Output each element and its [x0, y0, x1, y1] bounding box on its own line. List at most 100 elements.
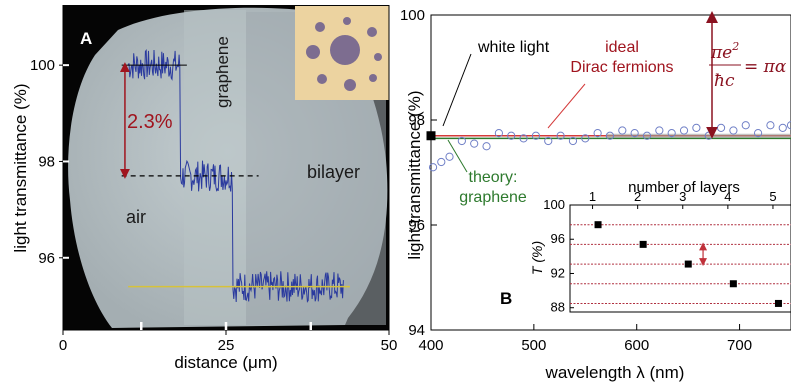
inset-y-tick-label-3: 100	[543, 197, 565, 212]
b-point-15	[605, 131, 615, 140]
b-point-30	[786, 121, 791, 130]
b-point-5	[482, 142, 491, 151]
b-point-20	[667, 129, 676, 138]
b-point-2	[445, 152, 454, 161]
inset-frame	[569, 204, 791, 313]
b-point-24	[716, 123, 726, 132]
panel-a-y-ticks: 96 98 100	[30, 57, 69, 267]
b-point-11	[556, 131, 565, 140]
inset-y-tick-label-2: 96	[551, 231, 565, 246]
b-point-28	[766, 121, 775, 130]
inset-x-tick-label-1: 2	[634, 189, 641, 204]
b-point-22	[692, 123, 701, 132]
b-point-12	[568, 136, 578, 146]
inset-point-3	[729, 280, 737, 288]
b-point-10	[544, 136, 553, 146]
b-x-tick-label-0: 400	[418, 337, 443, 354]
b-x-tick-label-3: 700	[727, 337, 752, 354]
b-point-18	[642, 131, 652, 140]
a-x-tick-label-0: 0	[59, 337, 67, 354]
b-point-6	[494, 129, 503, 138]
region-bilayer-label: bilayer	[307, 162, 360, 182]
layers-inset: 1 2 3 4 5 88 92 96 100 number of layers T (%)	[529, 179, 791, 315]
b-point-27	[753, 129, 763, 138]
ideal-label-line2: Dirac fermions	[570, 59, 673, 76]
theory-leader	[447, 139, 468, 173]
inset-point-1	[639, 240, 647, 248]
panel-b-y-ticks: 94 96 98 100	[400, 7, 437, 339]
b-point-1	[437, 157, 446, 167]
theory-label-line1: theory:	[469, 169, 518, 186]
inset-x-tick-label-0: 1	[589, 189, 596, 204]
white-light-label: white light	[477, 39, 550, 56]
b-point-8	[519, 134, 528, 143]
inset-y-tick-label-0: 88	[551, 300, 565, 315]
panel-b-points	[428, 121, 791, 172]
inset-points	[594, 221, 782, 307]
b-point-3	[457, 136, 466, 146]
inset-x-tick-label-3: 4	[724, 189, 731, 204]
a-x-tick-label-2: 50	[381, 337, 398, 354]
inset-y-tick-label-1: 92	[551, 265, 565, 280]
fine-structure-formula: πe2 ħc = πα	[709, 40, 787, 91]
inset-x-tick-label-2: 3	[679, 189, 686, 204]
inset-point-4	[774, 299, 782, 307]
a-y-tick-label-2: 100	[30, 57, 55, 74]
b-y-tick-label-3: 100	[400, 7, 425, 24]
a-y-tick-label-0: 96	[38, 250, 55, 267]
b-point-26	[741, 121, 750, 130]
b-point-7	[507, 131, 516, 140]
svg-text:πe2: πe2	[710, 40, 739, 63]
inset-x-ticks: 1 2 3 4 5	[589, 189, 777, 209]
b-point-13	[581, 134, 590, 143]
panel-a-transmittance-trace	[127, 49, 344, 303]
white-light-leader	[442, 53, 472, 127]
panel-a-x-axis-label: distance (μm)	[174, 353, 277, 372]
b-point-4	[470, 139, 479, 148]
panel-b: 400 500 600 700 94 96 98 100 white light ideal…	[400, 7, 791, 382]
ideal-label-line1: ideal	[605, 39, 639, 56]
b-y-tick-label-2: 98	[408, 112, 425, 129]
aperture-inset	[295, 6, 389, 100]
theory-label-line2: graphene	[459, 189, 527, 206]
inset-reference-lines	[570, 224, 791, 304]
ideal-leader	[547, 83, 586, 129]
b-point-9	[531, 131, 541, 140]
panel-b-label: B	[500, 289, 512, 308]
panel-a: 0 25 50 96 98 100 A 2.3% air graphene bilaye…	[11, 5, 397, 372]
b-y-tick-label-0: 94	[408, 322, 425, 339]
panel-a-x-ticks: 0 25 50	[59, 322, 398, 354]
svg-text:ħc: ħc	[714, 71, 735, 91]
b-point-29	[778, 123, 787, 132]
b-y-tick-label-1: 96	[408, 217, 425, 234]
b-x-tick-label-1: 500	[521, 337, 546, 354]
a-x-tick-label-1: 25	[218, 337, 235, 354]
inset-y-axis-label: T (%)	[529, 241, 545, 275]
b-point-19	[655, 126, 664, 135]
panel-a-y-axis-label: light transmittance (%)	[11, 83, 30, 252]
a-y-tick-label-1: 98	[38, 153, 55, 170]
b-point-16	[618, 126, 627, 135]
step-annotation: 2.3%	[127, 111, 173, 133]
b-point-14	[593, 129, 602, 138]
region-graphene-label: graphene	[213, 36, 232, 108]
inset-x-tick-label-4: 5	[769, 189, 776, 204]
panel-a-label: A	[80, 29, 92, 48]
region-air-label: air	[126, 207, 146, 227]
inset-x-axis-label: number of layers	[628, 179, 740, 196]
panel-b-y-axis-label: light transmittance (%)	[405, 90, 424, 259]
white-light-marker	[426, 131, 436, 141]
panel-b-x-axis-label: wavelength λ (nm)	[545, 363, 685, 382]
inset-point-2	[684, 260, 692, 268]
b-point-17	[630, 129, 639, 138]
panel-b-axes	[430, 14, 791, 331]
b-point-21	[679, 126, 689, 135]
panel-b-x-ticks: 400 500 600 700	[418, 324, 752, 354]
formula-equals-pi-alpha: = πα	[744, 57, 787, 77]
b-point-25	[729, 126, 738, 135]
b-x-tick-label-2: 600	[624, 337, 649, 354]
inset-y-ticks: 88 92 96 100	[543, 197, 574, 315]
inset-point-0	[594, 221, 602, 229]
b-point-0	[428, 163, 438, 172]
